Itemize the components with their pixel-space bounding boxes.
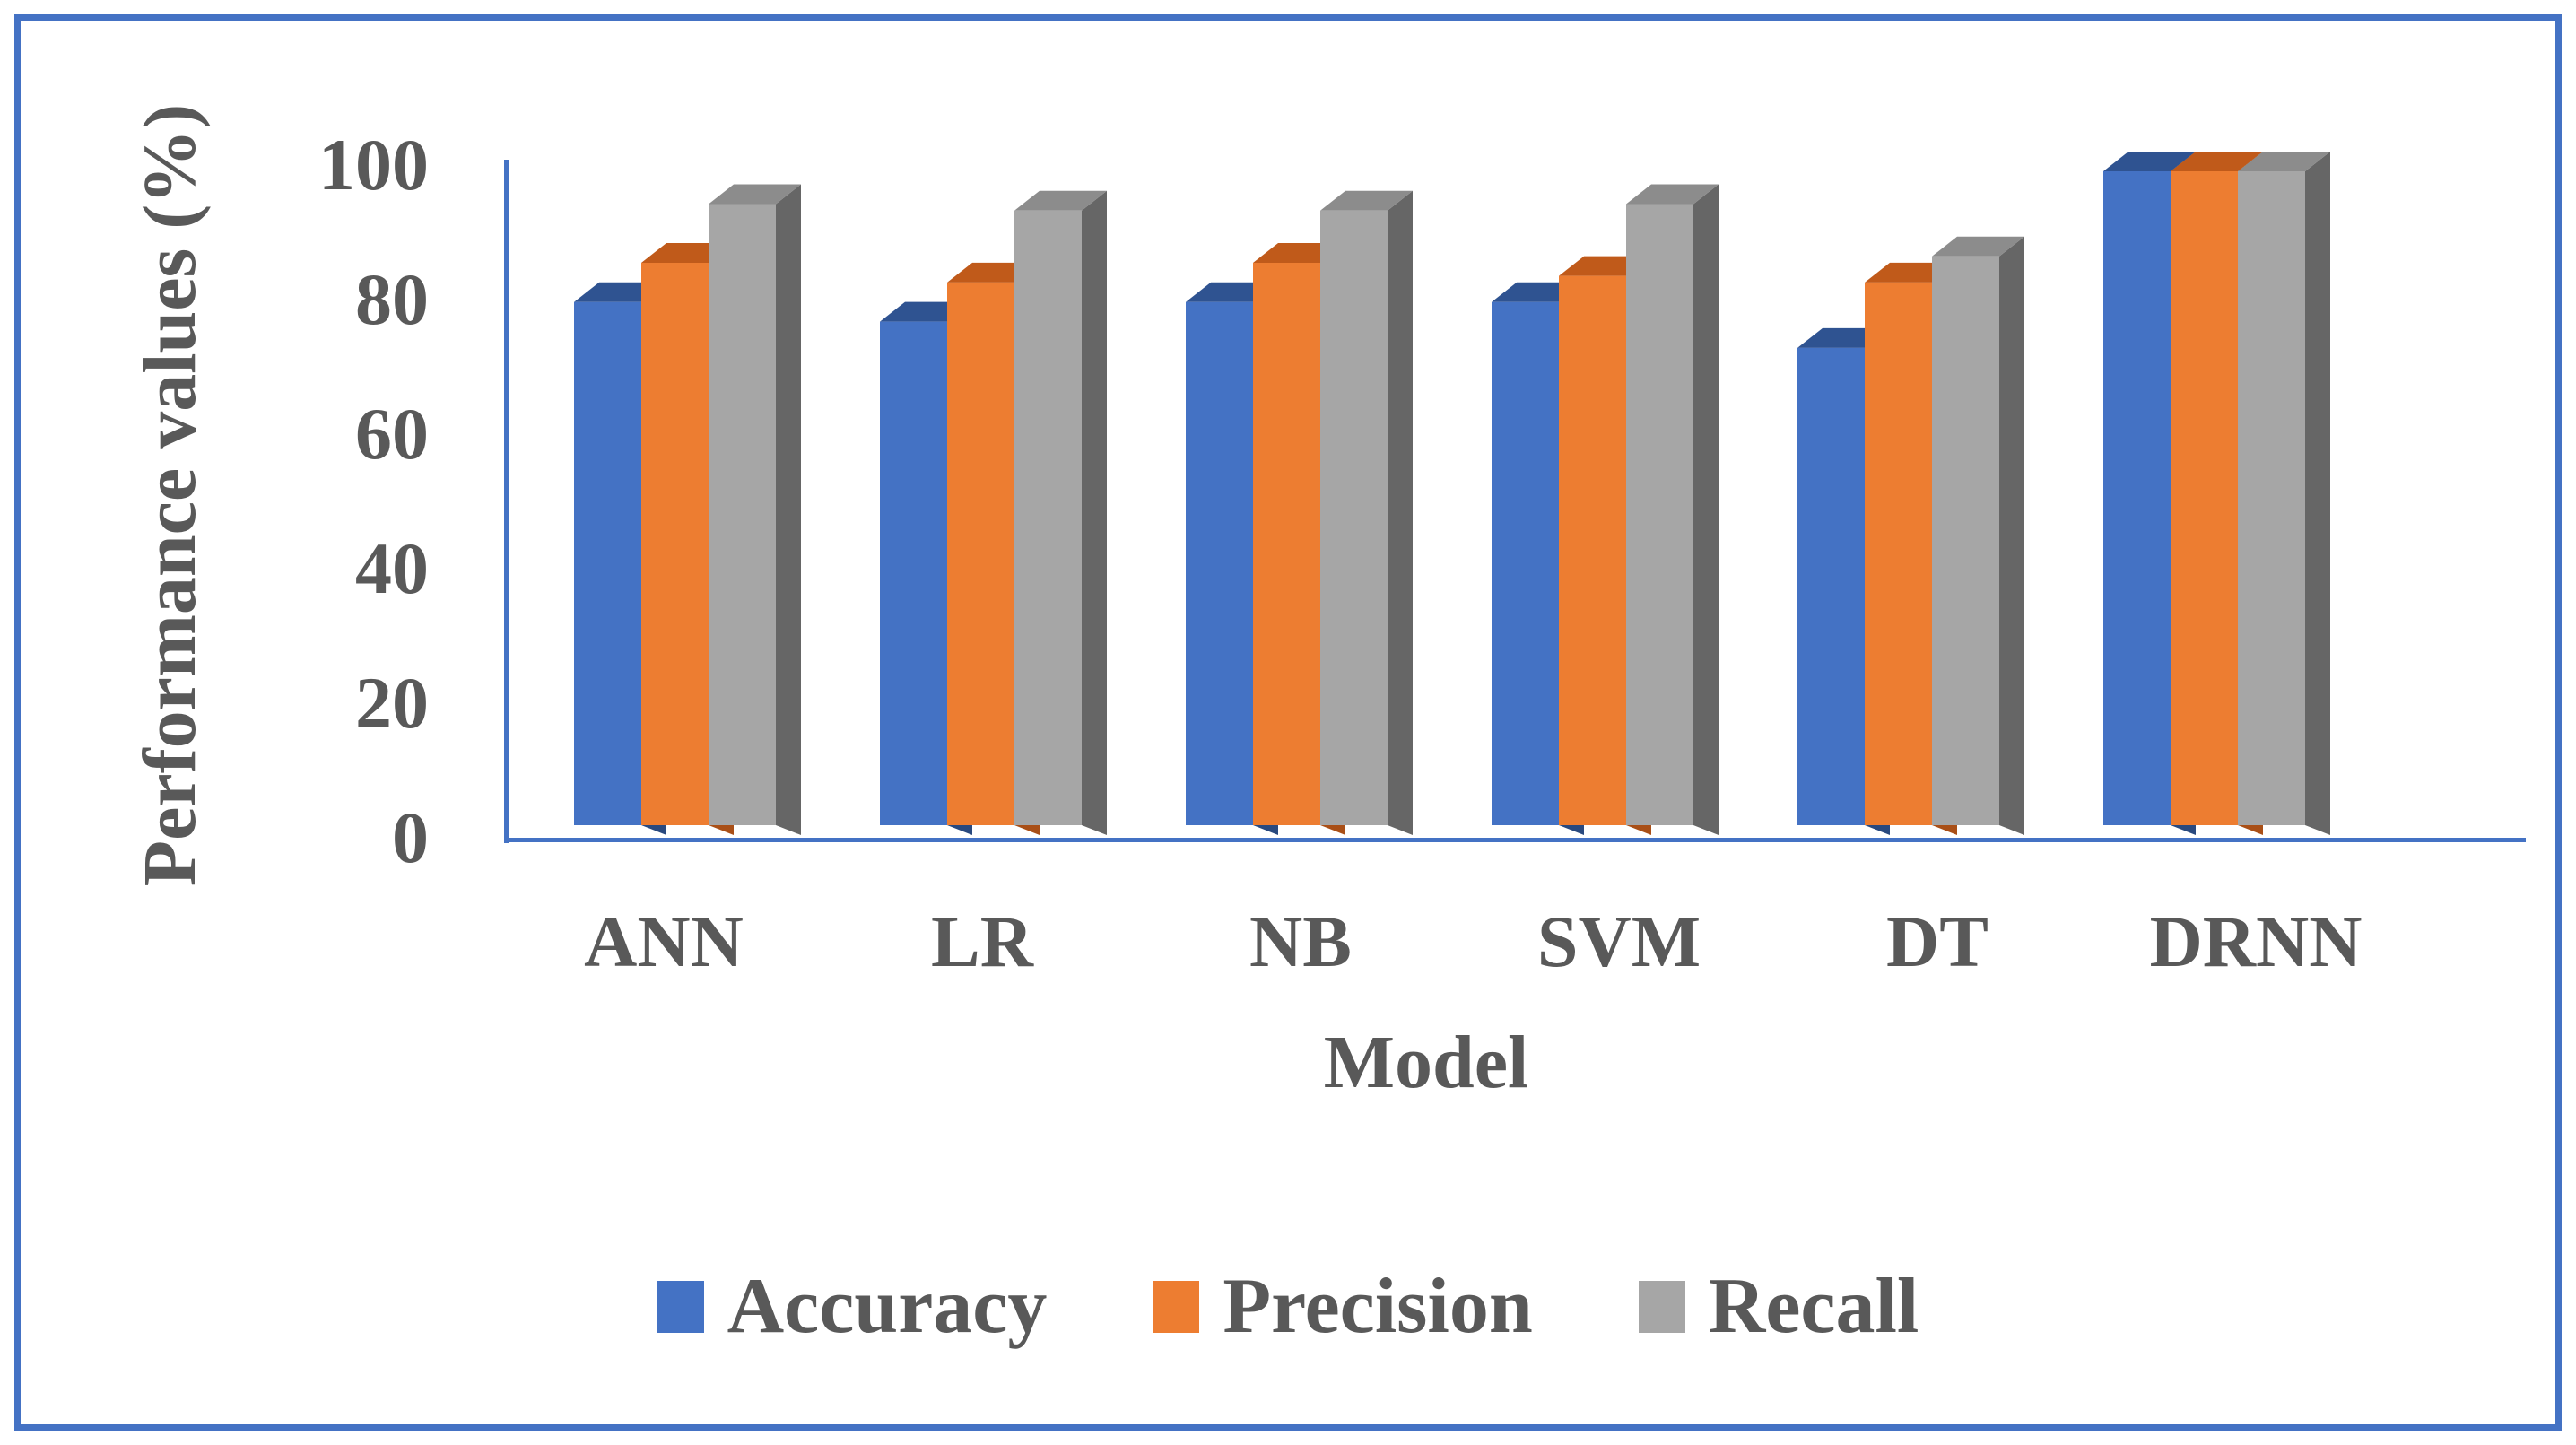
bar-side-face [776,184,801,835]
bar-front-face [880,321,947,825]
legend-label-accuracy: Accuracy [727,1263,1048,1350]
legend-label-recall: Recall [1708,1263,1919,1350]
bar-front-face [1253,263,1320,825]
legend-swatch-accuracy [657,1281,704,1333]
x-axis-label-svm: SVM [1536,901,1701,982]
bar-top-face [1932,236,2024,257]
x-axis-title: Model [1323,1021,1529,1104]
x-axis-label-dt: DT [1886,901,1989,982]
bar-front-face [1932,256,1999,825]
legend-label-precision: Precision [1223,1263,1533,1350]
legend: Accuracy Precision Recall [0,1249,2576,1365]
bar-top-face [1320,190,1413,211]
y-tick-label: 80 [355,258,429,340]
bar-front-face [2103,171,2171,825]
bar-top-face [1626,184,1719,205]
y-axis-line [504,160,509,843]
y-tick-label: 100 [318,124,429,205]
bar-side-face [1388,190,1413,836]
figure-frame [14,14,2562,1431]
bar-top-face [2103,152,2196,171]
bar-top-face [1014,190,1107,211]
legend-item-accuracy: Accuracy [657,1263,1048,1350]
x-axis-label-nb: NB [1249,901,1352,982]
bar-front-face [641,263,709,825]
bar-front-face [709,204,776,825]
y-tick-label: 20 [355,662,429,744]
x-axis-label-lr: LR [931,901,1033,982]
x-axis-label-drnn: DRNN [2149,901,2363,982]
bar-front-face [1559,275,1626,825]
bar-side-face [1999,236,2024,835]
bar-front-face [947,282,1014,825]
bar-front-face [1865,282,1932,825]
bar-front-face [1492,301,1559,825]
bar-SVM-recall [1626,184,1719,835]
bar-top-face [709,184,801,205]
x-axis-line [504,838,2526,842]
bar-ANN-recall [709,184,801,835]
legend-item-recall: Recall [1638,1263,1919,1350]
bar-front-face [1626,204,1693,825]
bar-front-face [1797,347,1865,826]
legend-swatch-precision [1153,1281,1200,1333]
legend-item-precision: Precision [1153,1263,1533,1350]
bar-side-face [1693,184,1719,835]
bar-DRNN-recall [2238,152,2330,835]
legend-swatch-recall [1638,1281,1685,1333]
bar-LR-recall [1014,190,1107,836]
bar-top-face [2171,152,2263,171]
bar-front-face [2238,171,2305,825]
bar-top-face [2238,152,2330,171]
y-tick-label: 60 [355,393,429,474]
bar-front-face [574,301,641,825]
bar-NB-recall [1320,190,1413,836]
bar-front-face [1014,210,1082,826]
bar-side-face [1082,190,1107,836]
bar-front-face [1186,301,1253,825]
bar-front-face [1320,210,1388,826]
x-axis-label-ann: ANN [584,901,744,982]
y-tick-label: 0 [392,796,429,878]
bar-DT-recall [1932,236,2024,835]
y-tick-label: 40 [355,527,429,609]
bar-front-face [2171,171,2238,825]
bar-side-face [2305,152,2330,835]
